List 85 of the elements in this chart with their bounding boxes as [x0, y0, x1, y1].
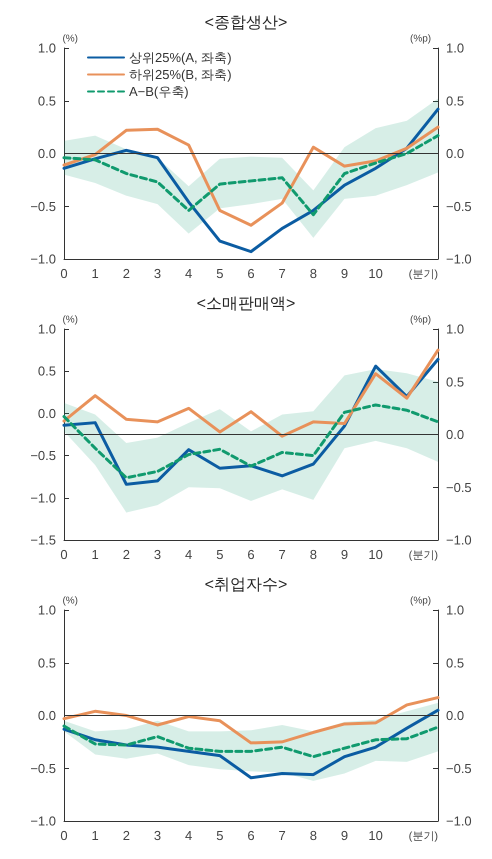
y-tick-label: 0.0: [38, 406, 56, 421]
line-series: [62, 348, 440, 438]
legend-label: 하위25%(B, 좌축): [129, 67, 232, 82]
x-tick-label: 5: [216, 547, 224, 562]
x-tick-label: 2: [122, 547, 130, 562]
y2-tick-label: 0.0: [446, 427, 464, 442]
y-tick-label: −0.5: [30, 198, 56, 214]
y-tick-label: 0.5: [38, 364, 56, 379]
y-tick-label: 1.0: [38, 602, 56, 618]
y-tick-label: 1.0: [38, 322, 56, 336]
x-tick-label: 2: [122, 266, 130, 281]
x-tick-label: 8: [310, 547, 317, 562]
y2-tick-label: 0.5: [446, 655, 464, 670]
x-axis-title: (분기): [408, 268, 438, 280]
x-tick-label: 6: [247, 828, 255, 843]
y2-tick-label: −1.0: [446, 532, 472, 548]
x-tick-label: 1: [92, 266, 99, 281]
y2-tick-label: 0.0: [446, 708, 464, 723]
y2-tick-label: −1.0: [446, 814, 472, 828]
y-tick-label: 1.0: [38, 40, 56, 56]
x-tick-label: 1: [92, 828, 99, 843]
line-series: [62, 724, 440, 758]
x-tick-label: 3: [154, 828, 162, 843]
y2-tick-label: 0.0: [446, 146, 464, 161]
y-tick-label: 0.0: [38, 708, 56, 723]
chart-title: <종합생산>: [204, 14, 288, 32]
x-tick-label: 4: [185, 828, 192, 843]
y2-tick-label: −0.5: [446, 760, 472, 776]
x-tick-label: 5: [216, 266, 224, 281]
x-tick-label: 10: [368, 266, 383, 281]
x-tick-label: 1: [92, 547, 99, 562]
x-tick-label: 0: [60, 547, 68, 562]
line-series: [62, 126, 440, 227]
x-tick-label: 4: [185, 266, 192, 281]
x-tick-label: 7: [278, 266, 286, 281]
x-axis-title: (분기): [408, 550, 438, 562]
x-tick-label: 10: [368, 547, 383, 562]
x-tick-label: 9: [340, 547, 348, 562]
x-tick-label: 8: [310, 828, 317, 843]
y2-tick-label: 1.0: [446, 602, 464, 618]
y-tick-label: 0.5: [38, 655, 56, 670]
x-tick-label: 0: [60, 266, 68, 281]
y2-tick-label: 0.5: [446, 93, 464, 108]
y-tick-label: −0.5: [30, 448, 56, 464]
y2-tick-label: −0.5: [446, 480, 472, 495]
y-tick-label: 0.0: [38, 146, 56, 161]
x-tick-label: 7: [278, 828, 286, 843]
x-tick-label: 7: [278, 547, 286, 562]
x-tick-label: 6: [247, 266, 255, 281]
x-tick-label: 6: [247, 547, 255, 562]
x-tick-label: 10: [368, 828, 383, 843]
x-tick-label: 9: [340, 266, 348, 281]
y2-tick-label: 0.5: [446, 374, 464, 390]
x-axis-title: (분기): [408, 830, 438, 842]
x-tick-label: 0: [60, 828, 68, 843]
x-tick-label: 8: [310, 266, 317, 281]
line-series: [62, 696, 440, 744]
y2-axis-title: (%p): [410, 314, 432, 326]
y2-axis-title: (%p): [410, 596, 432, 606]
legend-label: 상위25%(A, 좌축): [129, 50, 232, 65]
y-axis-title: (%): [62, 314, 78, 326]
y2-tick-label: −0.5: [446, 198, 472, 214]
y2-tick-label: 1.0: [446, 322, 464, 336]
y-tick-label: −0.5: [30, 760, 56, 776]
chart-title: <취업자수>: [204, 576, 288, 594]
y2-tick-label: 1.0: [446, 40, 464, 56]
y2-axis-title: (%p): [410, 34, 432, 44]
y-tick-label: −1.0: [30, 814, 56, 828]
line-series: [62, 403, 440, 480]
y-tick-label: −1.5: [30, 532, 56, 548]
y-tick-label: −1.0: [30, 490, 56, 506]
x-tick-label: 2: [122, 828, 130, 843]
x-tick-label: 4: [185, 547, 192, 562]
y-tick-label: −1.0: [30, 252, 56, 266]
line-series: [62, 134, 440, 216]
x-tick-label: 5: [216, 828, 224, 843]
chart-title: <소매판매액>: [196, 296, 296, 312]
y-axis-title: (%): [62, 596, 78, 606]
y-axis-title: (%): [62, 34, 78, 44]
x-tick-label: 3: [154, 266, 162, 281]
y-tick-label: 0.5: [38, 93, 56, 108]
x-tick-label: 3: [154, 547, 162, 562]
legend-label: A−B(우축): [129, 84, 189, 99]
y2-tick-label: −1.0: [446, 252, 472, 266]
x-tick-label: 9: [340, 828, 348, 843]
